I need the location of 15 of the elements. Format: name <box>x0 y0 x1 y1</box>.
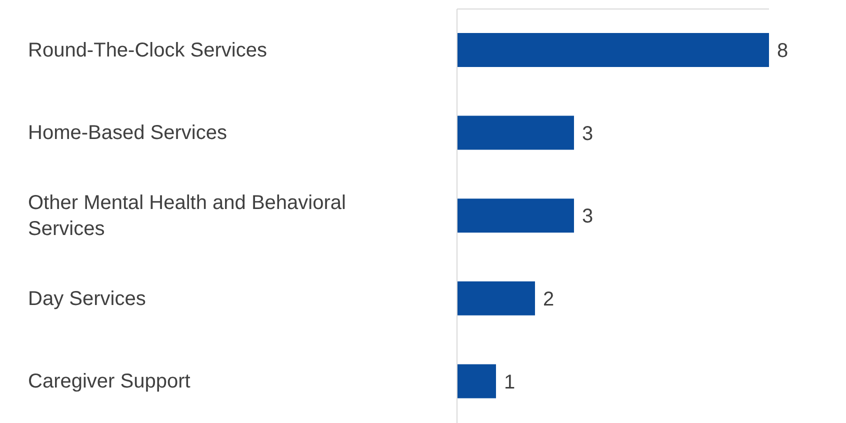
data-label: 3 <box>582 122 594 145</box>
data-label: 8 <box>777 40 788 62</box>
data-label: 1 <box>504 371 516 394</box>
y-tick-label: Home-Based Services <box>28 122 227 144</box>
y-tick-label: Caregiver Support <box>28 370 191 393</box>
data-label: 2 <box>543 288 554 310</box>
y-tick-label: Other Mental Health and Behavioral Services <box>28 192 346 240</box>
bar <box>457 33 769 67</box>
bar <box>457 364 496 398</box>
bar <box>457 198 574 233</box>
y-tick-label: Day Services <box>28 288 146 310</box>
bar <box>457 281 535 316</box>
data-label: 3 <box>582 206 594 228</box>
y-tick-label: Round-The-Clock Services <box>28 39 267 62</box>
bar <box>457 116 574 150</box>
